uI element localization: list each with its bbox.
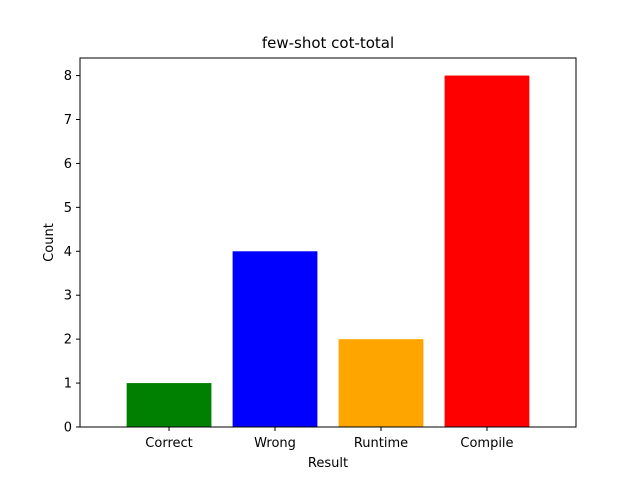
bar-correct [126,383,212,427]
chart-title: few-shot cot-total [262,34,394,52]
bar-compile [444,75,530,428]
y-tick-label: 2 [64,333,72,348]
x-tick-label: Correct [145,436,192,451]
x-axis-label: Result [308,456,348,471]
y-tick-label: 0 [64,421,72,436]
plot-area: 0 1 2 3 4 5 6 7 8 Correct Wrong Runtime Compile [64,57,577,451]
y-tick-label: 7 [64,113,72,128]
bar-wrong [232,251,318,427]
x-tick-label: Runtime [354,436,408,451]
y-tick-label: 4 [64,245,72,260]
bar-runtime [338,339,424,427]
y-tick-label: 8 [64,69,72,84]
x-tick-label: Compile [460,436,513,451]
axes-frame [79,57,577,428]
y-tick-label: 1 [64,377,72,392]
y-tick-label: 5 [64,201,72,216]
x-tick-label: Wrong [254,436,296,451]
y-tick-label: 6 [64,157,72,172]
y-axis-label: Count [42,223,57,262]
y-tick-label: 3 [64,289,72,304]
